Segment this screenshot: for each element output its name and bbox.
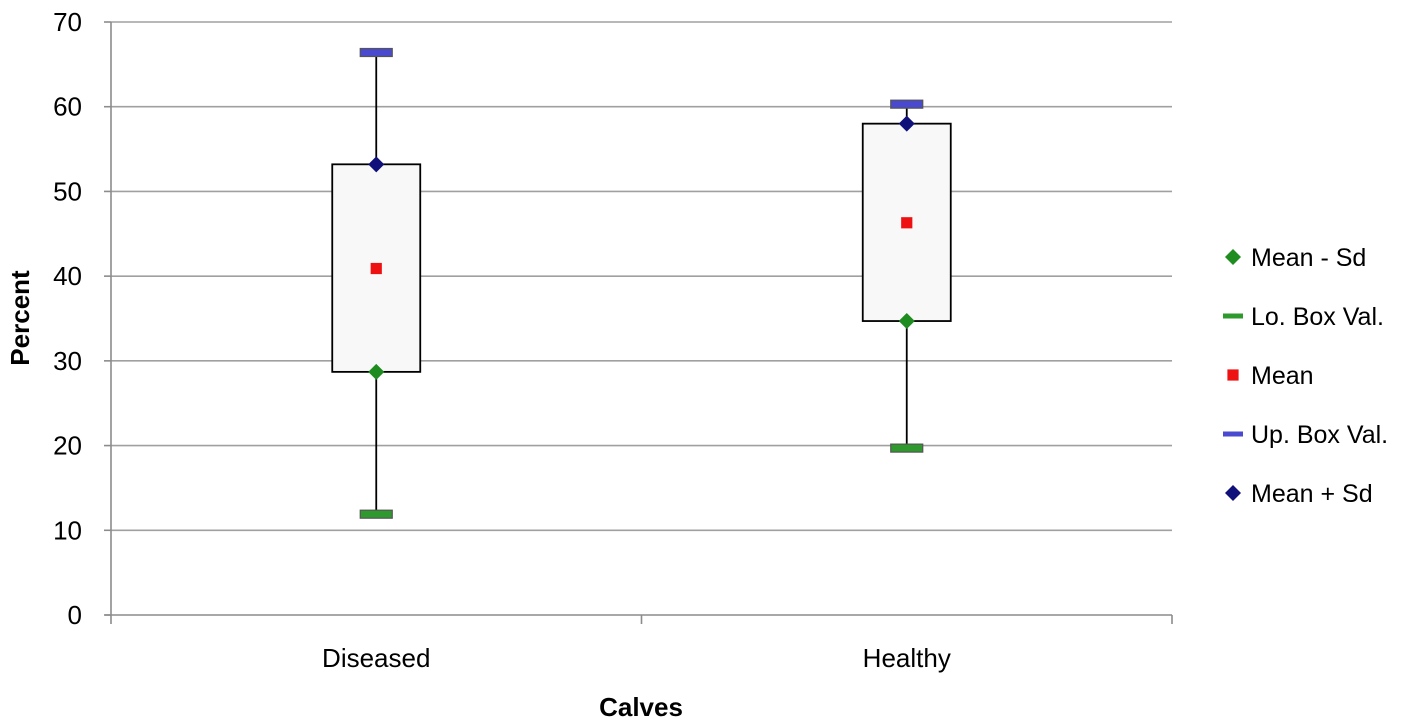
lo-box-val-point-diseased bbox=[359, 509, 393, 519]
legend-swatch-mean-plus-sd bbox=[1225, 485, 1241, 501]
legend: Mean - Sd Lo. Box Val. Mean Up. Box Val. Mea… bbox=[1223, 244, 1388, 508]
y-tick-label-20: 20 bbox=[53, 431, 82, 461]
legend-item-lo-box-val: Lo. Box Val. bbox=[1223, 303, 1384, 331]
legend-label-mean: Mean bbox=[1251, 362, 1314, 390]
up-box-val-point-healthy bbox=[890, 99, 924, 109]
axes bbox=[104, 21, 1173, 624]
lo-box-val-point-healthy bbox=[890, 443, 924, 453]
legend-swatch-lo-box-val bbox=[1223, 313, 1243, 319]
legend-item-mean: Mean bbox=[1227, 362, 1314, 390]
legend-swatch-mean bbox=[1227, 369, 1239, 381]
x-tick-label-diseased: Diseased bbox=[322, 643, 430, 673]
up-box-val-point-diseased bbox=[359, 47, 393, 58]
gridlines bbox=[111, 21, 1172, 532]
mean-point-healthy bbox=[901, 217, 913, 229]
legend-label-mean-minus-sd: Mean - Sd bbox=[1251, 244, 1366, 272]
y-tick-label-10: 10 bbox=[53, 515, 82, 545]
y-tick-label-50: 50 bbox=[53, 176, 82, 206]
legend-label-mean-plus-sd: Mean + Sd bbox=[1251, 480, 1373, 508]
legend-item-up-box-val: Up. Box Val. bbox=[1223, 421, 1388, 449]
legend-item-mean-minus-sd: Mean - Sd bbox=[1225, 244, 1366, 272]
y-tick-label-60: 60 bbox=[53, 92, 82, 122]
legend-swatch-up-box-val bbox=[1223, 431, 1243, 437]
y-tick-label-0: 0 bbox=[68, 600, 82, 630]
legend-swatch-mean-minus-sd bbox=[1225, 249, 1241, 265]
x-tick-label-healthy: Healthy bbox=[863, 643, 951, 673]
y-tick-labels: 0 10 20 30 40 50 60 70 bbox=[53, 7, 82, 630]
y-tick-label-30: 30 bbox=[53, 346, 82, 376]
legend-item-mean-plus-sd: Mean + Sd bbox=[1225, 480, 1373, 508]
mean-plus-sd-point-diseased bbox=[368, 156, 385, 173]
legend-label-up-box-val: Up. Box Val. bbox=[1251, 421, 1388, 449]
mean-point-diseased bbox=[370, 262, 382, 275]
boxes bbox=[331, 52, 952, 515]
x-axis-title: Calves bbox=[599, 692, 683, 722]
y-axis-title: Percent bbox=[5, 270, 35, 366]
mean-minus-sd-point-healthy bbox=[898, 313, 915, 330]
legend-label-lo-box-val: Lo. Box Val. bbox=[1251, 303, 1384, 331]
y-tick-label-70: 70 bbox=[53, 7, 82, 37]
x-tick-labels: Diseased Healthy bbox=[322, 643, 951, 673]
mean-minus-sd-point-diseased bbox=[368, 363, 385, 380]
markers bbox=[359, 47, 924, 519]
mean-plus-sd-point-healthy bbox=[898, 115, 915, 132]
y-tick-label-40: 40 bbox=[53, 261, 82, 291]
